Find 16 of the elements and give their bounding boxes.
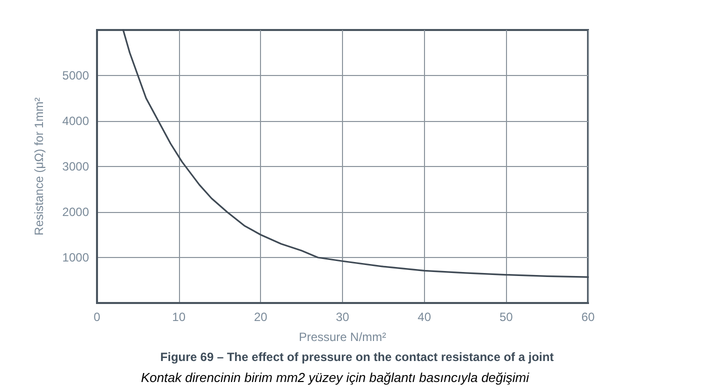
y-tick-label: 3000 bbox=[62, 160, 90, 174]
x-tick-label: 10 bbox=[172, 310, 186, 324]
y-axis-title: Resistance (μΩ) for 1mm² bbox=[32, 98, 46, 236]
x-tick-label: 20 bbox=[254, 310, 268, 324]
y-tick-label: 4000 bbox=[62, 114, 90, 128]
text: Kontak direncinin birim mm2 yüzey için bağlantı basıncıyla değişimi bbox=[140, 370, 530, 385]
x-tick-label: 50 bbox=[499, 310, 514, 324]
x-axis-title: Pressure N/mm² bbox=[298, 330, 386, 344]
y-tick-label: 1000 bbox=[62, 250, 90, 264]
x-tick-label: 40 bbox=[418, 310, 432, 324]
x-tick-label: 30 bbox=[336, 310, 350, 324]
y-tick-label: 5000 bbox=[62, 68, 90, 82]
x-tick-label: 0 bbox=[94, 310, 101, 324]
y-tick-label: 2000 bbox=[62, 205, 90, 219]
x-tick-label: 60 bbox=[581, 310, 595, 324]
text: Figure 69 – The effect of pressure on the contact resistance of a joint bbox=[160, 350, 554, 364]
